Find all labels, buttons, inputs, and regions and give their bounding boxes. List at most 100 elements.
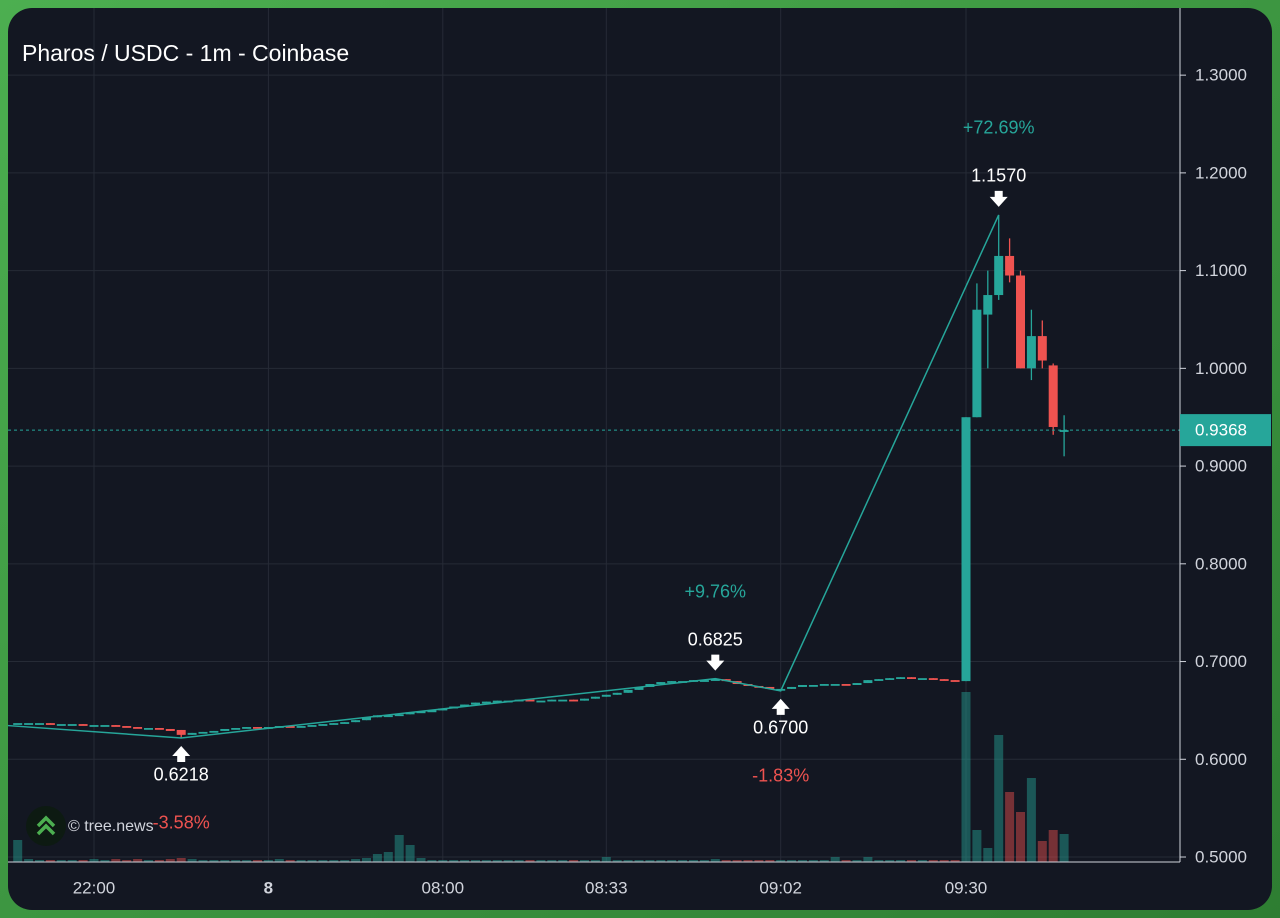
candle-body — [623, 689, 633, 693]
y-tick-label: 1.2000 — [1195, 163, 1247, 182]
candle-body — [242, 727, 252, 729]
volume-bar — [994, 735, 1004, 862]
pivot-arrow — [172, 745, 191, 762]
grid — [8, 8, 1180, 862]
volume-bar — [100, 860, 110, 862]
volume-bar — [885, 860, 895, 862]
x-tick-label: 08:00 — [422, 878, 465, 897]
x-tick-label: 8 — [264, 878, 273, 897]
pivot-label: 0.6825 — [688, 629, 743, 649]
volume-bar — [623, 860, 633, 862]
volume-bar — [558, 860, 568, 862]
volume-bar — [144, 860, 153, 862]
volume-bar — [667, 860, 677, 862]
candle-body — [852, 683, 862, 686]
pivot-arrow — [706, 654, 725, 671]
volume-bar — [13, 840, 23, 862]
volume-bar — [122, 860, 132, 862]
volume-bar — [133, 859, 143, 862]
candle-body — [78, 724, 88, 726]
candle-body — [122, 726, 132, 728]
candle-body — [427, 710, 437, 713]
candle-body — [928, 678, 938, 680]
candle-body — [798, 685, 807, 687]
volume-bar — [743, 860, 753, 862]
candle-body — [24, 723, 34, 725]
candle-body — [471, 702, 480, 705]
candle-body — [100, 725, 110, 727]
pivot-label: 0.6218 — [154, 765, 209, 785]
last-price-box — [1180, 414, 1271, 447]
volume-bar — [78, 860, 88, 862]
volume-bar — [547, 860, 557, 862]
volume-bar — [950, 860, 960, 862]
candle-body — [558, 699, 568, 702]
volume-bar — [1037, 841, 1047, 862]
candle-body — [231, 728, 241, 730]
volume-bar — [89, 859, 99, 862]
x-tick-label: 09:30 — [945, 878, 988, 897]
volume-bar — [481, 860, 491, 862]
volume-bar — [896, 860, 906, 862]
volume — [13, 692, 1069, 862]
volume-bar — [612, 860, 622, 862]
candle-body — [1016, 275, 1025, 369]
volume-bar — [678, 860, 688, 862]
candle-body — [165, 728, 175, 731]
volume-bar — [1059, 834, 1069, 862]
volume-bar — [220, 860, 230, 862]
candle-body — [667, 681, 677, 683]
candle-body — [634, 686, 644, 690]
candle-body — [351, 720, 361, 723]
candle-body — [209, 730, 219, 733]
candle-body — [405, 712, 415, 715]
volume-bar — [198, 860, 208, 862]
volume-bar — [928, 860, 938, 862]
volume-bar — [1048, 830, 1058, 862]
candle-body — [307, 725, 317, 727]
volume-bar — [253, 860, 262, 862]
volume-bar — [863, 857, 873, 862]
candle-body — [383, 715, 393, 718]
candle-body — [1037, 336, 1047, 361]
change-label: +9.76% — [685, 581, 747, 601]
volume-bar — [503, 860, 513, 862]
candle-body — [318, 724, 328, 726]
volume-bar — [340, 860, 350, 862]
candle-body — [111, 725, 121, 727]
candle-body — [601, 694, 611, 697]
candle-body — [569, 699, 579, 702]
volume-bar — [111, 859, 121, 862]
candle-body — [612, 692, 622, 695]
volume-bar — [394, 835, 404, 862]
watermark-text: © tree.news — [68, 818, 154, 835]
volume-bar — [830, 857, 840, 862]
pivot-label: 0.6700 — [753, 718, 808, 738]
candle-body — [56, 724, 66, 726]
candle-body — [874, 679, 884, 681]
panel — [8, 8, 1272, 910]
pivot-label: 1.1570 — [971, 166, 1026, 186]
volume-bar — [56, 860, 66, 862]
y-tick-label: 1.0000 — [1195, 359, 1247, 378]
candle-body — [590, 696, 600, 699]
volume-bar — [471, 860, 480, 862]
volume-bar — [176, 858, 186, 862]
candle-body — [481, 701, 491, 704]
candle-body — [35, 723, 44, 725]
candle-body — [362, 717, 371, 721]
candle-body — [863, 680, 873, 684]
volume-bar — [590, 860, 600, 862]
volume-bar — [656, 860, 666, 862]
candle-body — [917, 678, 927, 680]
volume-bar — [645, 860, 655, 862]
volume-bar — [187, 859, 197, 862]
logo-mark — [36, 815, 56, 836]
candle-body — [394, 714, 404, 717]
zigzag-line — [7, 214, 1000, 739]
volume-bar — [514, 860, 524, 862]
candle-body — [536, 700, 546, 703]
volume-bar — [242, 860, 252, 862]
candle-body — [765, 686, 775, 689]
volume-bar — [154, 860, 164, 862]
